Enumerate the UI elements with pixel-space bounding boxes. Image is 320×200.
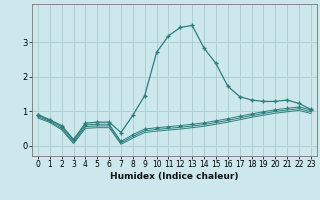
X-axis label: Humidex (Indice chaleur): Humidex (Indice chaleur) xyxy=(110,172,239,181)
